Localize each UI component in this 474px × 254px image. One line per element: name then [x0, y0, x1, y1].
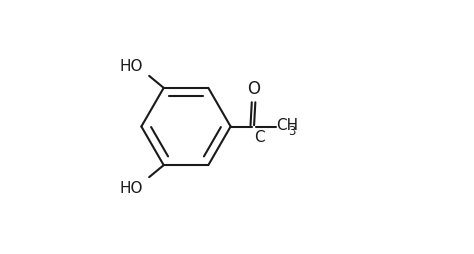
Text: C: C: [254, 129, 264, 144]
Text: CH: CH: [276, 118, 299, 132]
Text: O: O: [247, 80, 260, 98]
Text: 3: 3: [288, 125, 295, 137]
Text: HO: HO: [120, 58, 143, 73]
Text: HO: HO: [120, 181, 143, 196]
